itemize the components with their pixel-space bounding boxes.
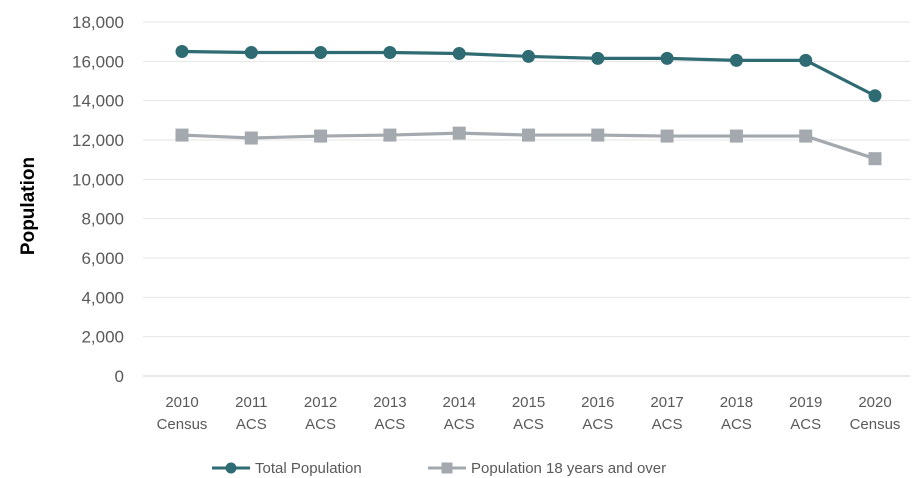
legend-item: Total Population: [212, 460, 362, 477]
x-tick-label-line: ACS: [236, 416, 267, 433]
data-point: [175, 128, 189, 142]
gridlines: [143, 21, 910, 377]
legend: Total Population Population 18 years and …: [212, 460, 666, 477]
x-tick-label-line: 2017: [650, 394, 683, 411]
x-tick-label-line: ACS: [513, 416, 544, 433]
x-tick-label-line: 2010: [165, 394, 198, 411]
legend-label: Population 18 years and over: [471, 460, 666, 477]
y-tick-label: 18,000: [72, 13, 124, 32]
legend-marker: [441, 462, 453, 474]
x-tick-label: 2013 ACS: [373, 394, 406, 433]
data-point: [799, 53, 813, 67]
data-point: [314, 45, 328, 59]
y-tick-label: 8,000: [81, 210, 124, 229]
data-point: [314, 129, 328, 143]
data-point: [452, 126, 466, 140]
data-point: [244, 131, 258, 145]
x-tick-label-line: 2012: [304, 394, 337, 411]
x-tick-label-line: 2020: [858, 394, 891, 411]
x-tick-label-line: ACS: [582, 416, 613, 433]
y-axis-label: Population: [18, 157, 39, 255]
data-point: [799, 129, 813, 143]
x-tick-label-line: ACS: [305, 416, 336, 433]
x-tick-label-line: Census: [850, 416, 901, 433]
x-tick-label-line: 2014: [443, 394, 476, 411]
series-2: [175, 126, 882, 166]
x-tick-label: 2010 Census: [157, 394, 208, 433]
x-tick-label: 2020 Census: [850, 394, 901, 433]
data-point: [660, 129, 674, 143]
data-point: [591, 51, 605, 65]
y-tick-label: 0: [115, 367, 124, 386]
data-point: [868, 152, 882, 166]
y-axis-ticks: 0 2,000 4,000 6,000 8,000 10,000 12,000 14,000 1…: [72, 13, 124, 386]
legend-item: Population 18 years and over: [428, 460, 666, 477]
y-tick-label: 16,000: [72, 52, 124, 71]
x-tick-label: 2018 ACS: [720, 394, 753, 433]
y-tick-label: 4,000: [81, 288, 124, 307]
y-tick-label: 2,000: [81, 328, 124, 347]
y-tick-label: 6,000: [81, 249, 124, 268]
x-tick-label-line: ACS: [652, 416, 683, 433]
data-point: [383, 45, 397, 59]
x-tick-label: 2011 ACS: [235, 394, 267, 433]
x-tick-label-line: 2019: [789, 394, 822, 411]
x-tick-label-line: Census: [157, 416, 208, 433]
data-point: [729, 129, 743, 143]
x-tick-label-line: 2016: [581, 394, 614, 411]
x-tick-label-line: 2015: [512, 394, 545, 411]
x-tick-label: 2015 ACS: [512, 394, 545, 433]
x-tick-label: 2014 ACS: [443, 394, 476, 433]
legend-marker: [225, 462, 237, 474]
data-point: [175, 45, 189, 58]
data-point: [522, 49, 535, 63]
data-point: [660, 51, 674, 65]
data-point: [729, 53, 743, 67]
x-tick-label-line: ACS: [721, 416, 752, 433]
data-point: [383, 128, 397, 142]
x-tick-label: 2012 ACS: [304, 394, 337, 433]
x-tick-label-line: 2018: [720, 394, 753, 411]
x-tick-label-line: 2013: [373, 394, 406, 411]
series-1: [175, 45, 882, 103]
data-point: [244, 45, 258, 59]
data-point: [591, 128, 605, 142]
data-point: [522, 128, 535, 142]
data-point: [452, 46, 466, 60]
series-layer: [175, 45, 882, 166]
x-tick-label: 2019 ACS: [789, 394, 822, 433]
legend-label: Total Population: [255, 460, 362, 477]
x-tick-label: 2017 ACS: [650, 394, 683, 433]
x-tick-label-line: 2011: [235, 394, 267, 411]
x-tick-label-line: ACS: [374, 416, 405, 433]
data-point: [868, 89, 882, 103]
y-tick-label: 12,000: [72, 131, 124, 150]
x-tick-label-line: ACS: [444, 416, 475, 433]
x-tick-label: 2016 ACS: [581, 394, 614, 433]
x-tick-label-line: ACS: [790, 416, 821, 433]
y-tick-label: 10,000: [72, 170, 124, 189]
x-axis-ticks: 2010Census2011ACS2012ACS2013ACS2014ACS20…: [157, 394, 901, 433]
y-tick-label: 14,000: [72, 92, 124, 111]
